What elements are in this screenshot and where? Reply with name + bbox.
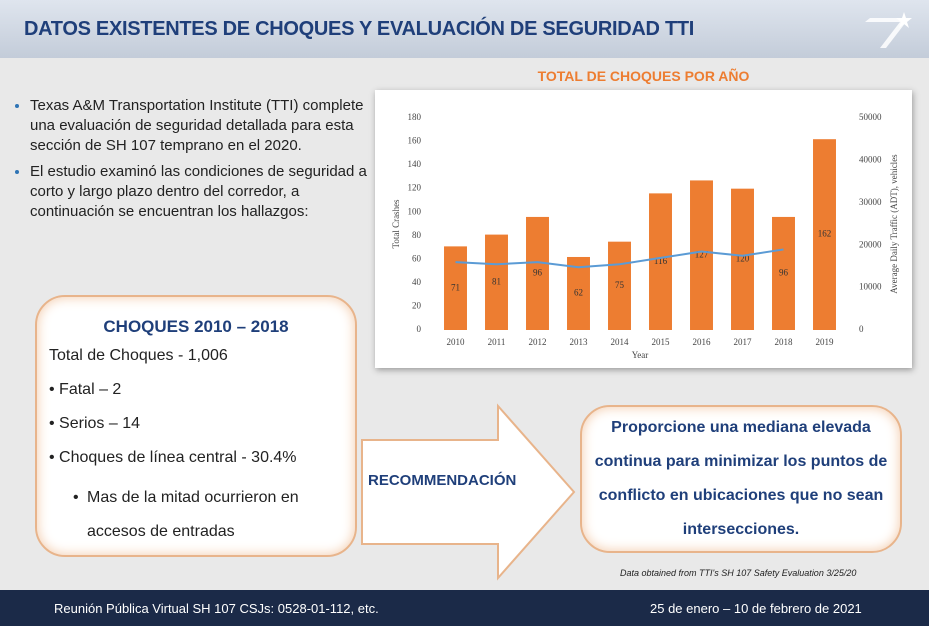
header bbox=[0, 0, 929, 58]
y2-tick-label: 50000 bbox=[859, 112, 882, 122]
data-label: 71 bbox=[451, 282, 460, 292]
logo bbox=[865, 12, 912, 48]
bar bbox=[444, 246, 467, 330]
chart-box: 0 20 40 60 80 100 120 140 160 180 0 10000 20000 30000… bbox=[375, 90, 912, 368]
box-title: CHOQUES 2010 – 2018 bbox=[103, 317, 289, 336]
x-tick-label: 2017 bbox=[734, 337, 753, 347]
arrow bbox=[361, 403, 576, 581]
x-tick-label: 2016 bbox=[693, 337, 712, 347]
line bbox=[455, 248, 784, 269]
item-text: Fatal – 2 bbox=[59, 381, 122, 398]
footer-right: 25 de enero – 10 de febrero de 2021 bbox=[650, 601, 862, 616]
bullet: Texas A&M Transportation Institute (TTI)… bbox=[30, 96, 370, 156]
bar bbox=[526, 216, 549, 330]
data-label: 96 bbox=[779, 268, 789, 278]
y-tick-label: 180 bbox=[408, 112, 422, 122]
y-tick-label: 0 bbox=[417, 324, 422, 334]
bar bbox=[690, 180, 713, 330]
item: • Fatal – 2 bbox=[49, 381, 122, 398]
x-tick-label: 2014 bbox=[611, 337, 630, 347]
y2-tick-label: 0 bbox=[859, 324, 864, 334]
data-label: 116 bbox=[654, 256, 668, 266]
data-label: 120 bbox=[736, 253, 750, 263]
sub-item: • Mas de la mitad ocurrieron en accesos d… bbox=[73, 489, 299, 540]
chart-title: TOTAL DE CHOQUES POR AÑO bbox=[537, 68, 750, 84]
y2-axis-label: Average Daily Traffic (ADT), vehicles bbox=[889, 154, 899, 294]
item-text: Choques de línea central - 30.4% bbox=[59, 449, 297, 466]
item-text: Serios – 14 bbox=[59, 415, 140, 432]
y-tick-label: 140 bbox=[408, 159, 422, 169]
y-tick-label: 80 bbox=[412, 230, 422, 240]
y2-tick-label: 20000 bbox=[859, 239, 882, 249]
data-label: 96 bbox=[533, 268, 543, 278]
x-tick-label: 2010 bbox=[447, 337, 466, 347]
data-label: 62 bbox=[574, 288, 583, 298]
data-label: 162 bbox=[818, 229, 832, 239]
bar bbox=[731, 188, 754, 330]
y-tick-label: 20 bbox=[412, 301, 422, 311]
footer: Reunión Pública Virtual SH 107 CSJs: 052… bbox=[0, 590, 929, 626]
y-tick-label: 120 bbox=[408, 183, 422, 193]
title: DATOS EXISTENTES DE CHOQUES Y EVALUACIÓN… bbox=[24, 18, 695, 40]
x-tick-label: 2018 bbox=[775, 337, 794, 347]
recommendation-text: Proporcione una mediana elevada continua… bbox=[594, 419, 888, 538]
bar bbox=[567, 256, 590, 330]
bar bbox=[772, 216, 795, 330]
y-tick-label: 100 bbox=[408, 206, 422, 216]
y2-tick-label: 30000 bbox=[859, 197, 882, 207]
y2-tick-label: 40000 bbox=[859, 154, 882, 164]
bullet-list: Texas A&M Transportation Institute (TTI)… bbox=[12, 96, 370, 228]
x-tick-label: 2013 bbox=[570, 337, 589, 347]
y2-tick-label: 10000 bbox=[859, 282, 882, 292]
chart: 0 20 40 60 80 100 120 140 160 180 0 10000 20000 30000… bbox=[391, 112, 899, 360]
x-tick-label: 2012 bbox=[529, 337, 547, 347]
data-label: 127 bbox=[695, 249, 709, 259]
sub-item-text: Mas de la mitad ocurrieron en accesos de… bbox=[87, 489, 299, 540]
bar bbox=[485, 234, 508, 330]
y-axis-label: Total Crashes bbox=[391, 199, 401, 249]
total: Total de Choques - 1,006 bbox=[49, 347, 228, 364]
source: Data obtained from TTI's SH 107 Safety E… bbox=[620, 568, 857, 578]
bullet: El estudio examinó las condiciones de se… bbox=[30, 162, 370, 222]
y-tick-label: 160 bbox=[408, 136, 422, 146]
y-tick-label: 40 bbox=[412, 277, 422, 287]
data-label: 81 bbox=[492, 276, 501, 286]
recommendation-box: Proporcione una mediana elevada continua… bbox=[580, 405, 902, 553]
x-tick-label: 2015 bbox=[652, 337, 671, 347]
crash-box: CHOQUES 2010 – 2018 Total de Choques - 1… bbox=[35, 295, 357, 557]
x-tick-label: 2011 bbox=[488, 337, 506, 347]
y-tick-label: 60 bbox=[412, 253, 422, 263]
recommendation-label: RECOMMENDACIÓN bbox=[368, 472, 517, 489]
bar bbox=[813, 139, 836, 330]
item: • Serios – 14 bbox=[49, 415, 140, 432]
x-tick-label: 2019 bbox=[816, 337, 835, 347]
x-axis-label: Year bbox=[632, 350, 649, 360]
item: • Choques de línea central - 30.4% bbox=[49, 449, 297, 466]
data-label: 75 bbox=[615, 280, 625, 290]
bar bbox=[649, 193, 672, 330]
footer-left: Reunión Pública Virtual SH 107 CSJs: 052… bbox=[54, 601, 379, 616]
